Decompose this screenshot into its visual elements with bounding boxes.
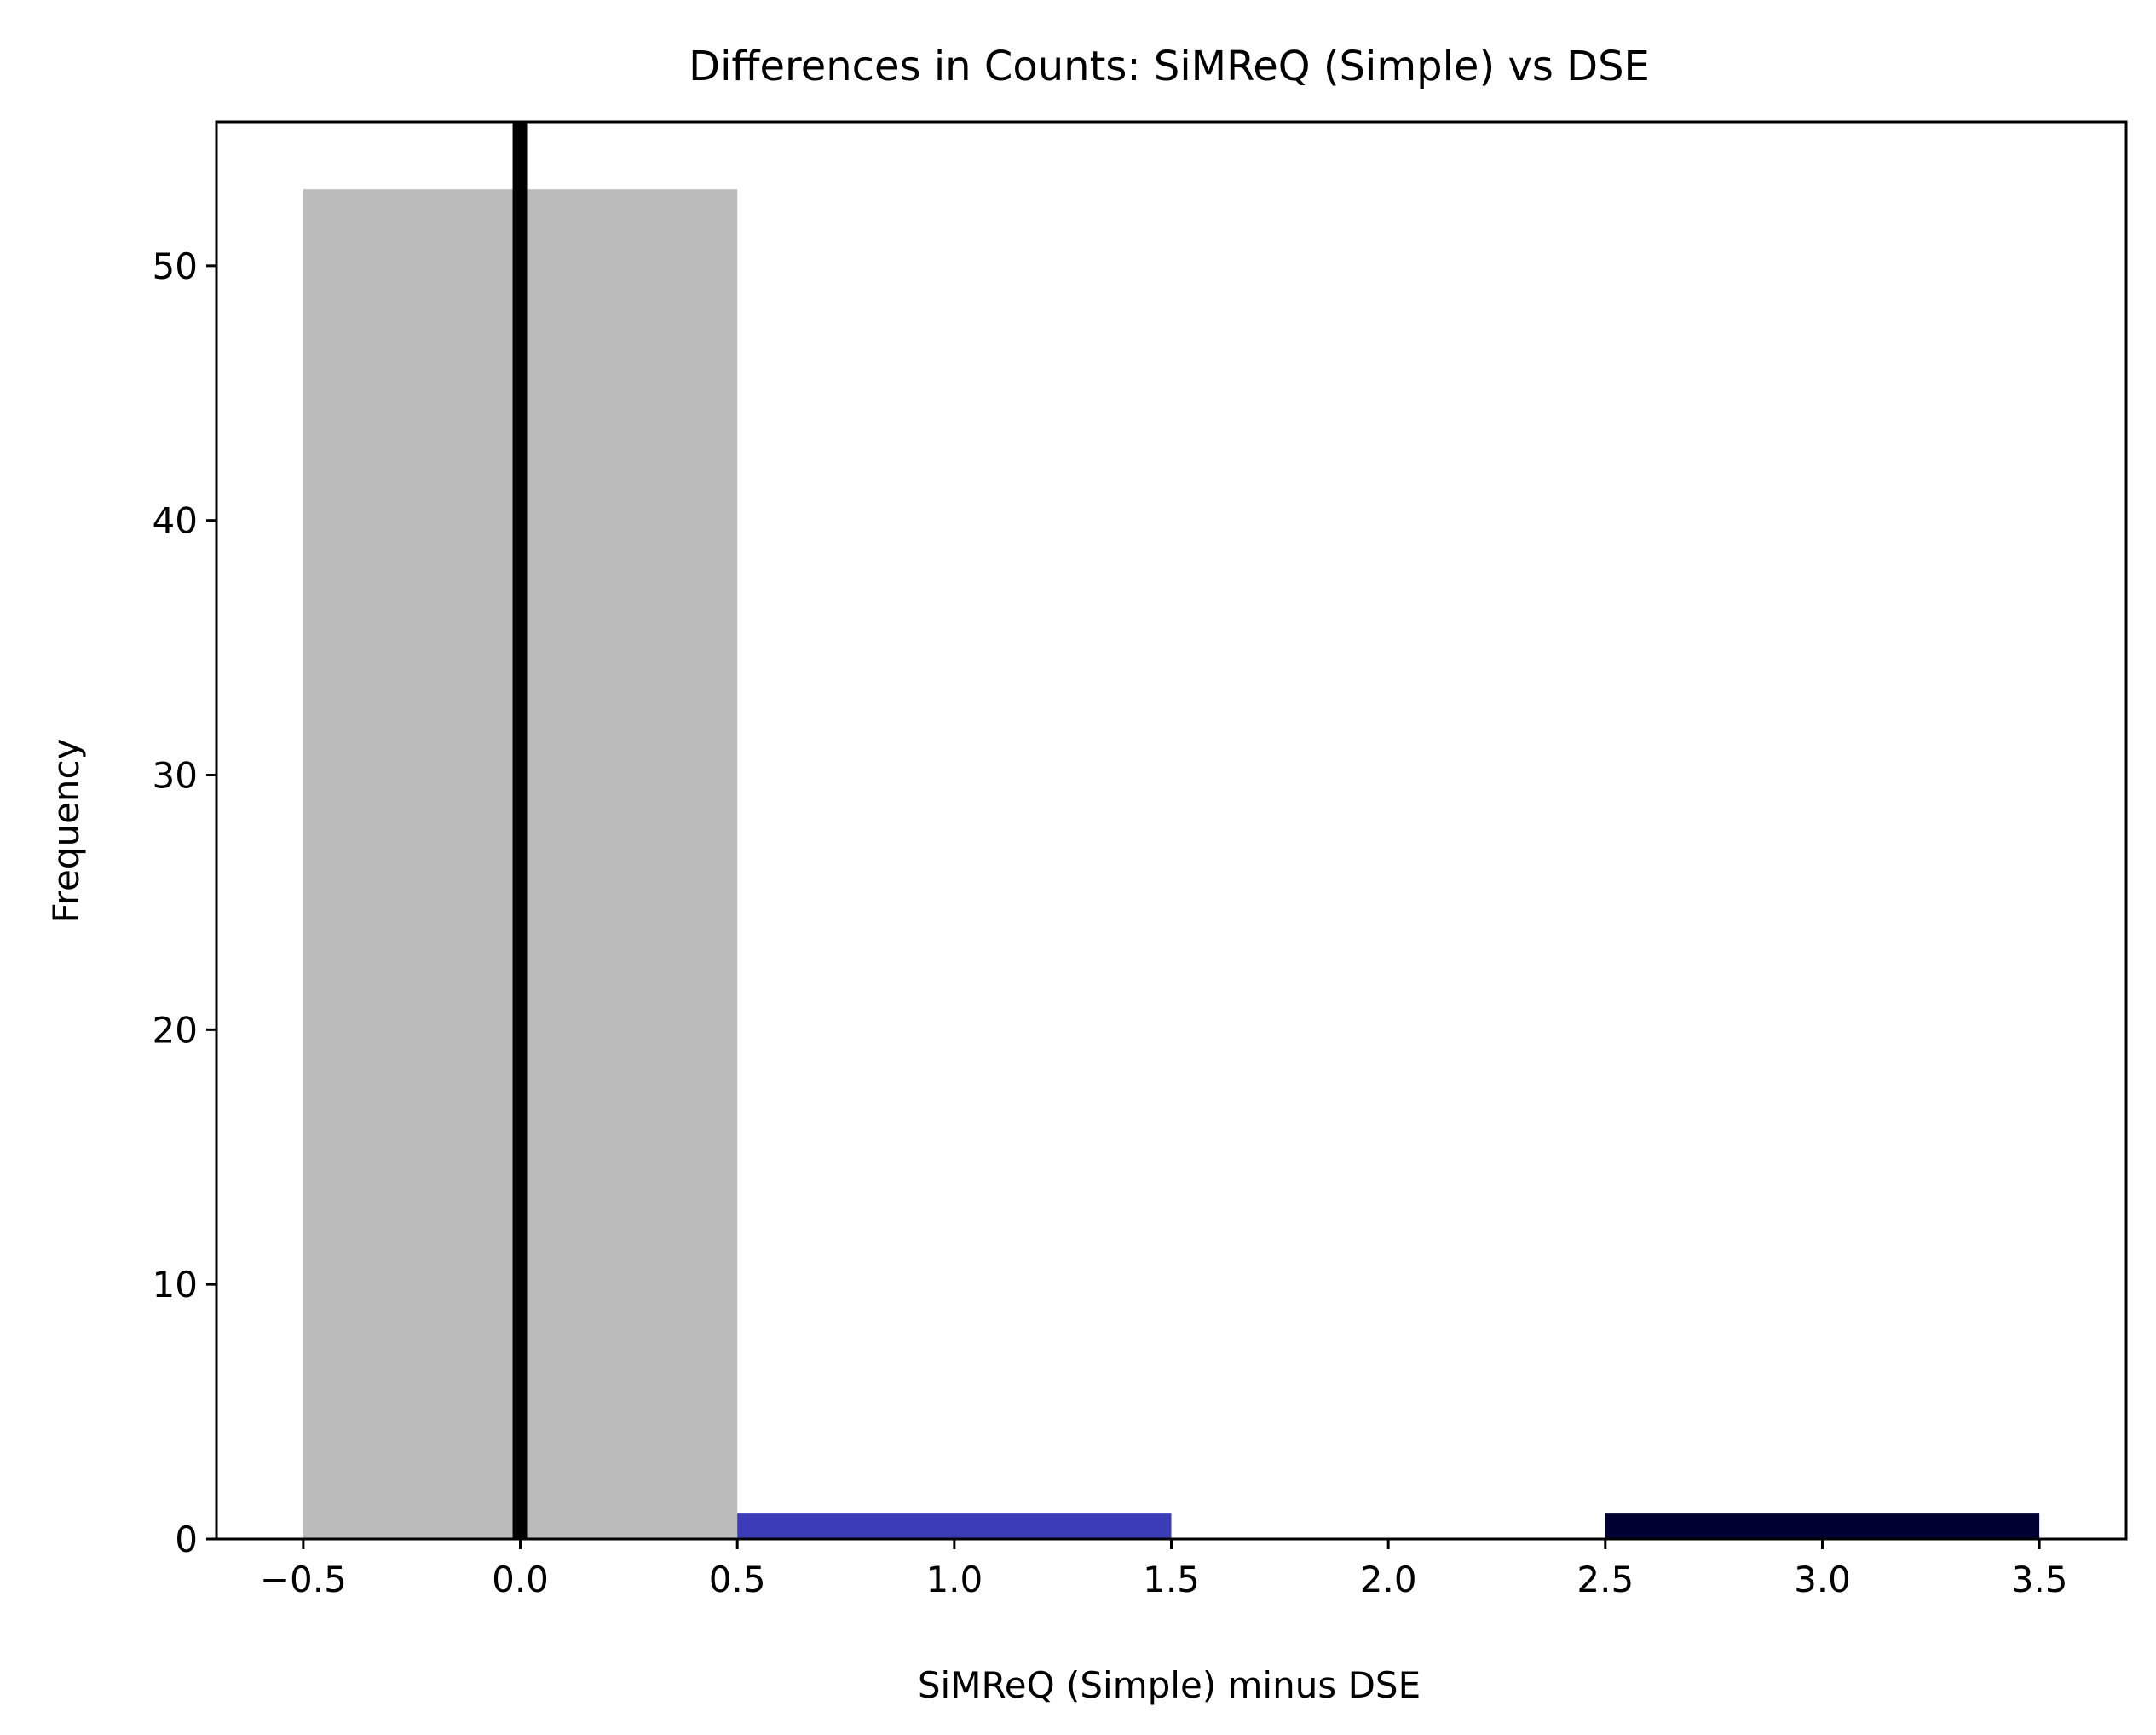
x-tick-label: 1.0	[925, 1559, 983, 1600]
y-axis-label: Frequency	[45, 739, 87, 924]
y-tick-label: 10	[153, 1264, 198, 1306]
histogram-bar-1	[737, 1513, 1172, 1539]
x-tick-label: −0.5	[260, 1559, 347, 1600]
x-axis: −0.5 0.0 0.5 1.0 1.5 2.0 2.5 3.0 3.5	[260, 1539, 2068, 1600]
x-tick-label: 0.5	[709, 1559, 766, 1600]
x-tick-label: 2.5	[1577, 1559, 1634, 1600]
histogram-bar-3	[1605, 1513, 2040, 1539]
x-axis-label: SiMReQ (Simple) minus DSE	[918, 1664, 1421, 1706]
chart-title: Differences in Counts: SiMReQ (Simple) v…	[689, 43, 1650, 90]
y-tick-label: 0	[175, 1519, 198, 1560]
x-tick-label: 3.5	[2011, 1559, 2068, 1600]
y-tick-label: 50	[153, 245, 198, 287]
x-tick-label: 1.5	[1143, 1559, 1200, 1600]
x-tick-label: 0.0	[492, 1559, 549, 1600]
y-tick-label: 20	[153, 1009, 198, 1051]
y-tick-label: 30	[153, 755, 198, 797]
x-tick-label: 2.0	[1360, 1559, 1417, 1600]
y-tick-label: 40	[153, 500, 198, 542]
bars-layer	[303, 189, 2040, 1540]
y-axis: 0 10 20 30 40 50	[153, 245, 216, 1560]
x-tick-label: 3.0	[1794, 1559, 1851, 1600]
